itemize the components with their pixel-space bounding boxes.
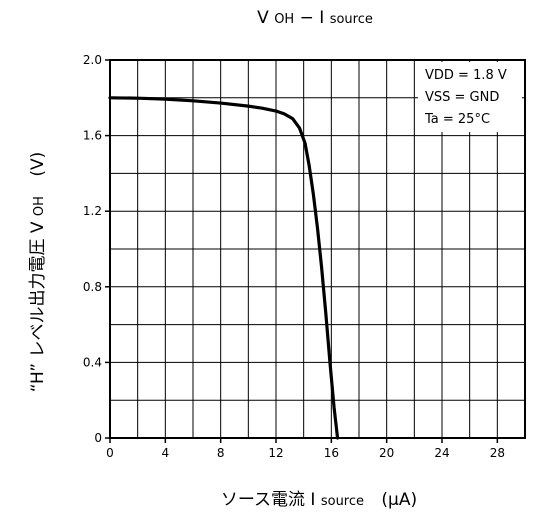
chart-title: V OH − I source — [257, 8, 373, 28]
x-axis-title: ソース電流 I source (µA) — [221, 490, 417, 510]
x-tick-label: 16 — [324, 446, 339, 460]
legend-box: VDD = 1.8 V VSS = GND Ta = 25°C — [418, 62, 522, 132]
y-tick-label: 2.0 — [83, 53, 102, 67]
y-tick-label: 1.2 — [83, 204, 102, 218]
y-axis-title-prefix: “H” レベル出力電圧 — [28, 239, 48, 393]
x-axis-title-symbol: I — [310, 490, 315, 510]
x-tick-label: 12 — [268, 446, 283, 460]
y-axis-ticks: 0 0.4 0.8 1.2 1.6 2.0 — [83, 53, 110, 445]
legend-background — [418, 62, 522, 132]
y-tick-label: 0.8 — [83, 280, 102, 294]
x-tick-label: 4 — [162, 446, 170, 460]
y-axis-title-unit: (V) — [28, 152, 48, 177]
y-axis-title-symbol: V — [28, 221, 48, 233]
chart-title-sep: − — [300, 8, 320, 28]
x-tick-label: 24 — [434, 446, 449, 460]
x-axis-ticks: 0 4 8 12 16 20 24 28 — [106, 438, 505, 460]
chart-title-second-sub: source — [330, 12, 373, 27]
y-axis-title: “H” レベル出力電圧 V OH (V) — [28, 152, 48, 393]
legend-line-vss: VSS = GND — [425, 90, 499, 105]
plot-border — [109, 59, 526, 439]
x-tick-label: 8 — [217, 446, 225, 460]
x-tick-label: 0 — [106, 446, 114, 460]
series-line-voh — [108, 96, 340, 440]
y-tick-label: 0.4 — [83, 355, 102, 369]
x-axis-title-unit: (µA) — [381, 490, 417, 510]
x-tick-label: 28 — [490, 446, 505, 460]
chart-title-main-sub: OH — [274, 12, 294, 27]
chart-title-main: V — [257, 8, 269, 28]
y-tick-label: 0 — [94, 431, 102, 445]
legend-line-vdd: VDD = 1.8 V — [425, 68, 507, 83]
y-tick-label: 1.6 — [83, 129, 102, 143]
chart-title-second: I — [319, 8, 324, 28]
x-axis-title-prefix: ソース電流 — [221, 490, 305, 510]
y-axis-title-symbol-sub: OH — [32, 196, 47, 216]
x-tick-label: 20 — [379, 446, 394, 460]
x-axis-title-symbol-sub: source — [321, 494, 364, 509]
legend-line-ta: Ta = 25°C — [424, 112, 490, 127]
